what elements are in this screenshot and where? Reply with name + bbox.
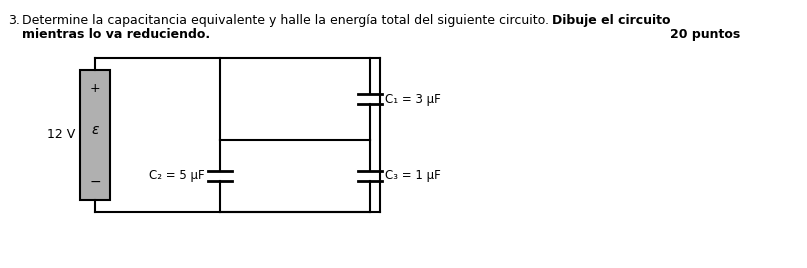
Text: ε: ε xyxy=(91,123,98,137)
FancyBboxPatch shape xyxy=(80,70,110,200)
Text: C₁ = 3 μF: C₁ = 3 μF xyxy=(385,92,441,106)
Text: 12 V: 12 V xyxy=(47,128,75,142)
Text: C₃ = 1 μF: C₃ = 1 μF xyxy=(385,169,441,183)
Text: Dibuje el circuito: Dibuje el circuito xyxy=(552,14,671,27)
Text: Determine la capacitancia equivalente y halle la energía total del siguiente cir: Determine la capacitancia equivalente y … xyxy=(22,14,553,27)
Text: 3.: 3. xyxy=(8,14,20,27)
Text: mientras lo va reduciendo.: mientras lo va reduciendo. xyxy=(22,28,210,41)
Text: 20 puntos: 20 puntos xyxy=(670,28,740,41)
Text: C₂ = 5 μF: C₂ = 5 μF xyxy=(149,169,205,183)
Text: −: − xyxy=(90,175,101,189)
Text: +: + xyxy=(90,81,100,95)
